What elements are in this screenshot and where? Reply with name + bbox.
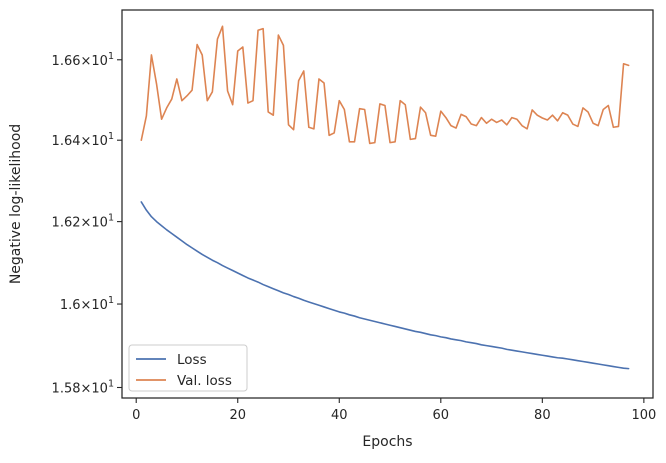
y-tick-exponent: 1 bbox=[108, 51, 114, 62]
x-tick-label: 80 bbox=[534, 408, 551, 423]
y-tick-mantissa: 1.58 bbox=[52, 381, 81, 396]
y-tick-mantissa: 1.66 bbox=[52, 54, 81, 69]
y-tick-label: 1.62×101 bbox=[52, 213, 114, 231]
y-tick-base: 10 bbox=[91, 134, 108, 149]
y-tick-mantissa: 1.64 bbox=[52, 134, 81, 149]
y-tick-exponent: 1 bbox=[108, 131, 114, 142]
y-tick-mantissa: 1.62 bbox=[52, 216, 81, 231]
y-tick-base: 10 bbox=[91, 381, 108, 396]
x-tick-label: 100 bbox=[631, 408, 656, 423]
y-axis-label: Negative log-likelihood bbox=[8, 124, 24, 284]
legend-label: Loss bbox=[177, 352, 207, 368]
x-tick-label: 40 bbox=[331, 408, 348, 423]
y-tick-mantissa: 1.6 bbox=[60, 298, 81, 313]
y-tick-times: × bbox=[81, 216, 92, 231]
y-tick-label: 1.58×101 bbox=[52, 378, 114, 396]
x-tick-label: 60 bbox=[433, 408, 450, 423]
x-tick-label: 0 bbox=[132, 408, 140, 423]
y-tick-times: × bbox=[81, 381, 92, 396]
y-tick-base: 10 bbox=[91, 54, 108, 69]
x-axis-ticks: 0 20 40 60 80 100 bbox=[132, 398, 656, 423]
y-tick-exponent: 1 bbox=[108, 295, 114, 306]
plot-lines bbox=[140, 25, 630, 370]
x-axis-label: Epochs bbox=[362, 434, 412, 450]
legend-label: Val. loss bbox=[177, 373, 232, 389]
y-tick-base: 10 bbox=[91, 298, 108, 313]
plot-frame bbox=[121, 9, 654, 399]
y-tick-label: 1.6×101 bbox=[60, 295, 114, 313]
y-tick-times: × bbox=[81, 54, 92, 69]
y-tick-base: 10 bbox=[91, 216, 108, 231]
x-tick-label: 20 bbox=[229, 408, 246, 423]
series-line-0 bbox=[140, 201, 630, 370]
y-tick-exponent: 1 bbox=[108, 213, 114, 224]
y-tick-label: 1.66×101 bbox=[52, 51, 114, 69]
series-line-1 bbox=[140, 25, 630, 145]
y-tick-exponent: 1 bbox=[108, 378, 114, 389]
y-tick-times: × bbox=[81, 134, 92, 149]
y-tick-times: × bbox=[81, 298, 92, 313]
legend: Loss Val. loss bbox=[128, 344, 248, 392]
y-tick-label: 1.64×101 bbox=[52, 131, 114, 149]
